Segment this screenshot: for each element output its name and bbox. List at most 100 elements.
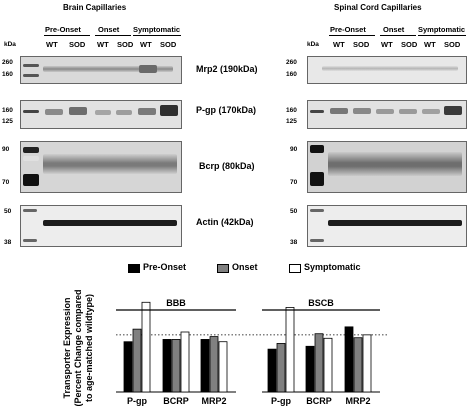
ladder-band <box>23 147 39 153</box>
actin-label: Actin (42kDa) <box>196 217 254 227</box>
spinal-group-symptomatic: Symptomatic <box>418 25 466 34</box>
brain-actin-marker-high: 50 <box>4 208 12 215</box>
blot-band <box>43 66 173 72</box>
brain-group-onset: Onset <box>98 25 120 34</box>
x-tick-label: P-gp <box>271 396 291 406</box>
bar <box>323 337 333 393</box>
spinal-group-symptomatic-underline <box>418 35 466 36</box>
blot-band <box>69 107 87 115</box>
spinal-lane-3: WT <box>381 40 393 49</box>
blot-band <box>95 110 111 115</box>
legend-label-pre-onset: Pre-Onset <box>143 262 187 272</box>
y-axis-label-line-3: to age-matched wildtype) <box>84 294 94 402</box>
bar <box>171 339 181 393</box>
x-tick-label: BCRP <box>306 396 332 406</box>
blot-band <box>116 110 132 115</box>
brain-lane-6: SOD <box>160 40 177 49</box>
spinal-lane-4: SOD <box>401 40 418 49</box>
ladder-band <box>23 64 39 67</box>
bar <box>218 341 228 393</box>
blot-band <box>43 220 177 226</box>
spinal-group-preonset-underline <box>329 35 375 36</box>
brain-pgp-marker-low: 125 <box>2 118 13 125</box>
ladder-band <box>310 209 324 212</box>
brain-lane-4: SOD <box>117 40 134 49</box>
bar <box>314 333 324 393</box>
brain-panel-title: Brain Capillaries <box>63 3 127 12</box>
blot-band <box>160 105 178 116</box>
transporter-bar-chart: Transporter Expression (Percent Change c… <box>62 289 388 407</box>
ladder-band <box>310 239 324 242</box>
blot-band <box>376 109 394 114</box>
bar <box>353 337 363 393</box>
ladder-band <box>310 172 324 186</box>
y-axis-label-line-1: Transporter Expression <box>62 297 72 398</box>
bar <box>285 307 295 393</box>
x-tick-label: P-gp <box>127 396 147 406</box>
ladder-band <box>23 174 39 186</box>
spinal-mrp2-marker-low: 160 <box>286 71 297 78</box>
bar <box>344 326 354 393</box>
pgp-label: P-gp (170kDa) <box>196 105 257 115</box>
bar <box>141 301 151 393</box>
spinal-lane-2: SOD <box>353 40 370 49</box>
legend-swatch-pre-onset <box>128 264 140 273</box>
spinal-pgp-marker-high: 160 <box>286 107 297 114</box>
bar <box>362 334 372 393</box>
brain-pgp-marker-high: 160 <box>2 107 13 114</box>
legend-swatch-onset <box>217 264 229 273</box>
brain-lane-5: WT <box>140 40 152 49</box>
bar <box>162 339 172 393</box>
bar <box>267 348 277 393</box>
spinal-mrp2-blot <box>307 56 467 84</box>
spinal-bcrp-marker-high: 90 <box>290 146 298 153</box>
blot-band <box>444 106 462 115</box>
spinal-actin-blot <box>307 205 467 247</box>
brain-lane-2: SOD <box>69 40 86 49</box>
ladder-band <box>310 145 324 153</box>
spinal-pgp-blot <box>307 100 467 129</box>
blot-band <box>322 66 458 71</box>
brain-group-symptomatic: Symptomatic <box>133 25 181 34</box>
brain-actin-marker-low: 38 <box>4 239 12 246</box>
bar <box>123 341 133 393</box>
bar <box>132 328 142 393</box>
bar <box>276 343 286 393</box>
spinal-actin-marker-low: 38 <box>290 239 298 246</box>
ladder-band <box>23 209 37 212</box>
brain-mrp2-blot <box>20 56 182 84</box>
bcrp-label: Bcrp (80kDa) <box>199 161 255 171</box>
spinal-lane-5: WT <box>424 40 436 49</box>
blot-band <box>422 109 440 114</box>
y-axis-label-line-2: (Percent Change compared <box>73 289 83 406</box>
x-tick-label: BCRP <box>163 396 189 406</box>
brain-group-preonset-underline <box>44 35 90 36</box>
blot-band <box>139 65 157 73</box>
brain-bcrp-blot <box>20 141 182 193</box>
spinal-pgp-marker-low: 125 <box>286 118 297 125</box>
spinal-mrp2-marker-high: 260 <box>286 59 297 66</box>
bar <box>305 345 315 393</box>
brain-group-onset-underline <box>95 35 131 36</box>
brain-lane-3: WT <box>97 40 109 49</box>
blot-band <box>328 152 462 176</box>
brain-bcrp-marker-high: 90 <box>2 146 10 153</box>
ladder-band <box>23 74 39 77</box>
mrp2-label: Mrp2 (190kDa) <box>196 64 258 74</box>
blot-band <box>138 108 156 115</box>
spinal-panel-title: Spinal Cord Capillaries <box>334 3 422 12</box>
ladder-band <box>310 110 324 113</box>
brain-lane-1: WT <box>46 40 58 49</box>
ladder-band <box>23 239 37 242</box>
bar <box>200 339 210 393</box>
brain-group-symptomatic-underline <box>133 35 181 36</box>
blot-band <box>43 154 177 174</box>
ladder-band <box>23 110 39 113</box>
brain-mrp2-marker-low: 160 <box>2 71 13 78</box>
legend-label-symptomatic: Symptomatic <box>304 262 361 272</box>
brain-actin-blot <box>20 205 182 247</box>
spinal-bcrp-blot <box>307 141 467 193</box>
bar <box>209 336 219 393</box>
spinal-lane-6: SOD <box>444 40 461 49</box>
spinal-group-onset: Onset <box>383 25 405 34</box>
